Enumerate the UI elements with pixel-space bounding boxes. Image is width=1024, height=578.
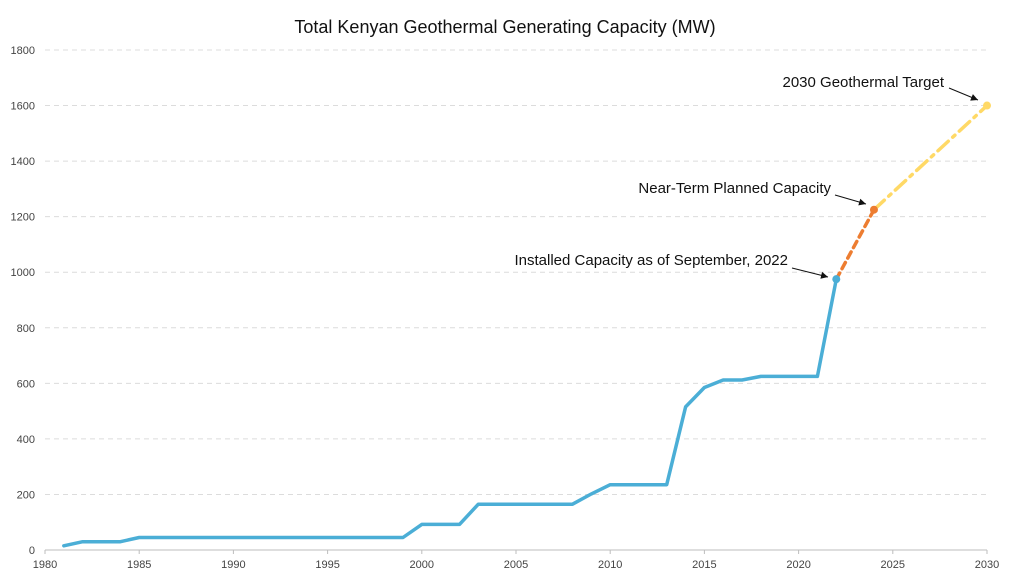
grid-lines [45, 49, 987, 495]
x-tick-label: 1995 [315, 559, 339, 571]
x-tick-label: 2025 [881, 559, 905, 571]
y-tick-label: 600 [17, 378, 35, 390]
installed-capacity-marker [832, 275, 841, 284]
x-tick-label: 1990 [221, 559, 245, 571]
x-tick-label: 2015 [692, 559, 716, 571]
near-term-capacity-arrowhead [858, 198, 866, 206]
data-series [62, 103, 989, 548]
x-tick-label: 1980 [33, 559, 57, 571]
x-tick-label: 2020 [786, 559, 810, 571]
installed-capacity-arrowhead [820, 271, 828, 279]
target-arrowhead [970, 94, 978, 101]
y-tick-label: 1200 [11, 212, 35, 224]
y-tick-label: 200 [17, 489, 35, 501]
y-tick-label: 1400 [11, 156, 35, 168]
y-tick-label: 1000 [11, 267, 35, 279]
x-tick-label: 2030 [975, 559, 999, 571]
near-term-capacity-label: Near-Term Planned Capacity [638, 180, 831, 197]
target-line [872, 103, 989, 212]
installed-capacity-line [62, 277, 839, 548]
x-tick-label: 2000 [410, 559, 434, 571]
y-tick-label: 400 [17, 434, 35, 446]
chart-title: Total Kenyan Geothermal Generating Capac… [294, 17, 715, 37]
planned-capacity-line [834, 207, 876, 281]
y-tick-label: 0 [29, 545, 35, 557]
axes: 0 200 400 600 800 1000 1200 1400 1600 1800 1980 198… [11, 45, 1000, 571]
target-marker [983, 101, 991, 110]
annotations: Installed Capacity as of September, 2022… [514, 74, 991, 284]
installed-capacity-label: Installed Capacity as of September, 2022 [514, 252, 788, 269]
x-tick-label: 1985 [127, 559, 151, 571]
y-tick-label: 800 [17, 323, 35, 335]
y-tick-label: 1800 [11, 45, 35, 57]
x-tick-label: 2005 [504, 559, 528, 571]
y-tick-label: 1600 [11, 101, 35, 113]
near-term-capacity-marker [869, 205, 878, 214]
target-label: 2030 Geothermal Target [783, 74, 945, 91]
x-tick-label: 2010 [598, 559, 622, 571]
